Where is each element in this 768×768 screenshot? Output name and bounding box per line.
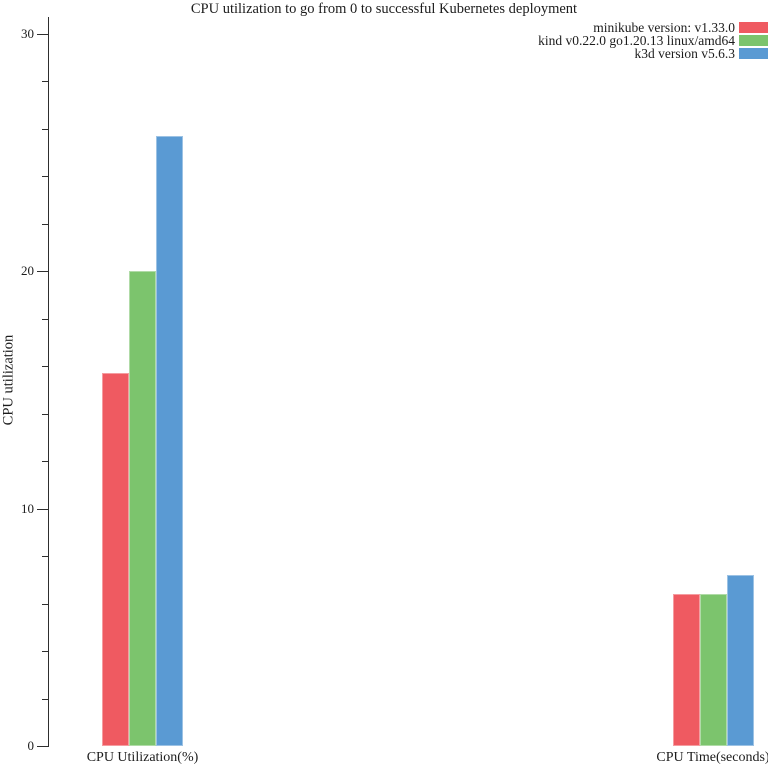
bar [129,271,156,746]
legend-swatch [739,48,768,59]
legend-row: k3d version v5.6.3 [538,47,768,60]
y-tick-label: 20 [21,263,34,278]
y-minor-tick [42,603,48,605]
legend-label: k3d version v5.6.3 [634,46,736,61]
y-tick-label: 30 [21,25,34,41]
y-minor-tick [42,366,48,367]
legend-label: kind v0.22.0 go1.20.13 linux/amd64 [538,33,735,48]
y-minor-tick [42,413,48,415]
bar [102,373,129,746]
y-major-tick [37,33,48,35]
chart-title: CPU utilization to go from 0 to successf… [190,1,578,17]
legend-swatch [739,35,768,46]
y-major-tick [37,271,48,272]
legend-row: kind v0.22.0 go1.20.13 linux/amd64 [538,34,768,47]
y-minor-tick [42,318,48,320]
bar [726,575,754,746]
bar [672,594,700,746]
legend-label: minikube version: v1.33.0 [593,20,735,35]
y-major-tick [37,746,48,747]
y-minor-tick [42,698,48,700]
y-minor-tick [42,81,48,82]
y-major-tick [37,508,48,510]
y-axis-title: CPU utilization [0,334,17,426]
bar [699,594,727,746]
legend-swatch [739,22,768,33]
y-minor-tick [42,176,48,177]
x-category-label: CPU Utilization(%) [86,750,199,765]
x-category-label: CPU Time(seconds) [656,750,768,765]
y-tick-label: 0 [27,738,35,753]
y-minor-tick [42,651,48,652]
y-tick-label: 10 [21,500,34,516]
bar [156,135,183,746]
y-minor-tick [42,461,48,462]
y-axis-line [48,17,49,747]
y-minor-tick [42,128,48,130]
legend-row: minikube version: v1.33.0 [538,21,768,34]
y-minor-tick [42,223,48,225]
legend: minikube version: v1.33.0 kind v0.22.0 go… [538,21,768,60]
y-minor-tick [42,556,48,557]
